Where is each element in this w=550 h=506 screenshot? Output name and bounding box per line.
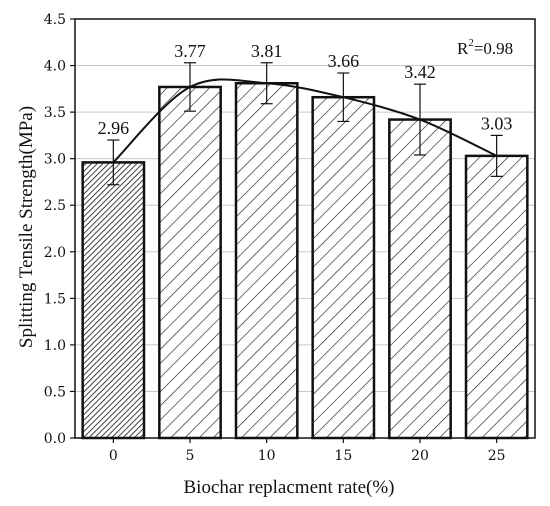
y-tick-label: 1.5 (44, 291, 66, 307)
data-label: 3.66 (328, 51, 360, 71)
fit-curve (112, 78, 498, 164)
x-tick-label: 15 (334, 448, 352, 464)
fit-curve-layer (112, 78, 498, 164)
r-squared-value: =0.98 (474, 39, 513, 58)
y-tick-label: 2.5 (44, 198, 66, 214)
r-squared-sup: 2 (468, 37, 474, 49)
y-tick-label: 1.0 (44, 338, 66, 354)
bar (388, 118, 452, 440)
data-label: 3.03 (481, 113, 513, 133)
x-tick-label: 0 (109, 448, 118, 464)
y-tick-label: 3.5 (44, 105, 66, 121)
data-label: 2.96 (98, 118, 130, 138)
data-label: 3.77 (174, 41, 206, 61)
bar (158, 85, 222, 440)
error-bars (107, 62, 503, 186)
y-axis-title: Splitting Tensile Strength(MPa) (16, 106, 37, 348)
bar (81, 161, 146, 440)
r-squared-label: R2=0.98 (457, 37, 513, 58)
bar (311, 95, 376, 440)
y-tick-label: 4.5 (44, 12, 66, 28)
x-axis-title: Biochar replacment rate(%) (184, 477, 395, 498)
y-ticks: 0.0 0.5 1.0 1.5 2.0 2.5 3.0 3.5 4.0 4.5 (44, 12, 75, 447)
bar (464, 154, 529, 440)
y-tick-label: 3.0 (44, 152, 66, 168)
y-tick-label: 4.0 (44, 59, 66, 75)
data-label: 3.81 (251, 41, 283, 61)
x-tick-label: 10 (258, 448, 276, 464)
r-squared-base: R (457, 39, 469, 58)
data-labels: 2.96 3.77 3.81 3.66 3.42 3.03 (98, 41, 513, 138)
data-label: 3.42 (404, 62, 436, 82)
plot-frame (74, 18, 536, 439)
x-ticks: 0 5 10 15 20 25 (109, 438, 506, 464)
x-tick-label: 20 (411, 448, 429, 464)
bar (234, 81, 299, 440)
y-tick-label: 0.5 (44, 384, 66, 400)
bars (81, 81, 529, 440)
y-tick-label: 2.0 (44, 245, 66, 261)
x-tick-label: 25 (488, 448, 506, 464)
x-tick-label: 5 (186, 448, 195, 464)
y-tick-label: 0.0 (44, 431, 66, 447)
